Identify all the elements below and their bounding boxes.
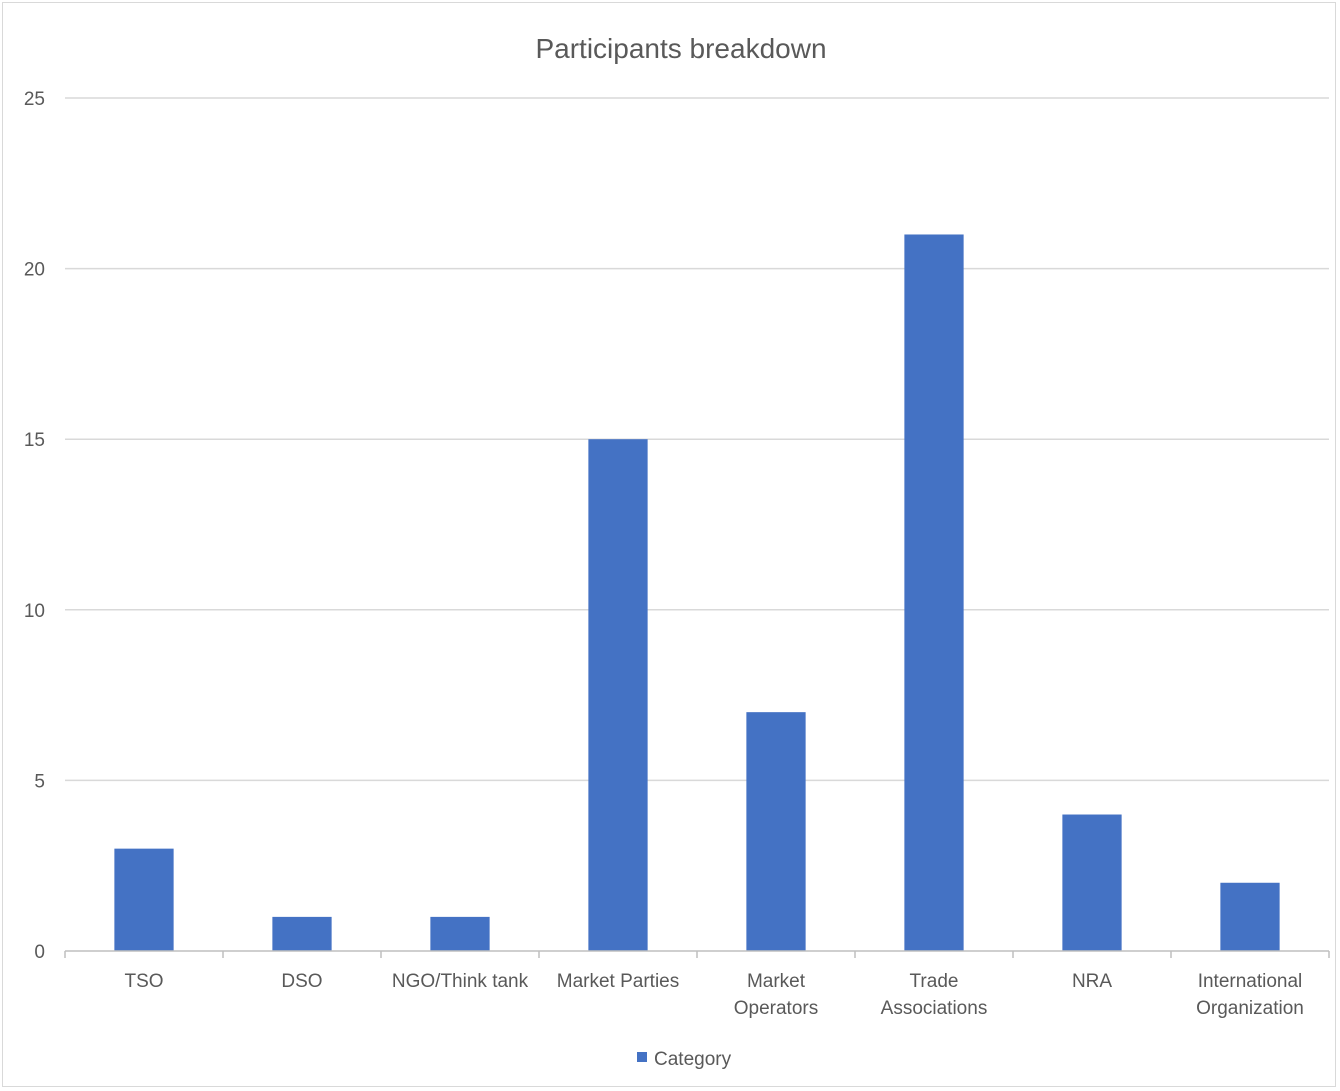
bar	[1062, 814, 1122, 951]
category-label: DSO	[281, 971, 322, 992]
category-label-line: Trade	[910, 971, 959, 992]
category-label-line: Market Parties	[557, 971, 679, 992]
category-label-line: Organization	[1196, 998, 1304, 1019]
legend: Category	[637, 1049, 732, 1070]
category-labels: TSO DSO NGO/Think tank Market Parties Market…	[124, 971, 1303, 1019]
y-tick-label: 0	[34, 942, 45, 963]
y-tick-label: 10	[24, 601, 45, 622]
legend-swatch	[637, 1052, 647, 1062]
category-label: Market Operators	[734, 971, 818, 1019]
category-label-line: NGO/Think tank	[392, 971, 529, 992]
chart-title: Participants breakdown	[535, 33, 826, 64]
legend-label: Category	[654, 1049, 732, 1070]
category-label-line: Operators	[734, 998, 818, 1019]
gridlines	[65, 97, 1329, 782]
category-label: Trade Associations	[881, 971, 988, 1019]
y-axis-ticks: 0 5 10 15 20 25	[24, 89, 45, 963]
bar	[904, 234, 964, 952]
bar	[588, 439, 648, 951]
category-label-line: International	[1198, 971, 1303, 992]
y-tick-label: 15	[24, 430, 45, 451]
category-label: NGO/Think tank	[392, 971, 529, 992]
category-label-line: TSO	[124, 971, 163, 992]
bar	[114, 848, 174, 951]
bars	[114, 234, 1280, 952]
category-label-line: NRA	[1072, 971, 1112, 992]
y-tick-label: 5	[34, 771, 45, 792]
bar	[1220, 882, 1280, 951]
category-label: Market Parties	[557, 971, 679, 992]
bar	[746, 712, 806, 951]
category-label: NRA	[1072, 971, 1112, 992]
category-label: TSO	[124, 971, 163, 992]
y-tick-label: 20	[24, 260, 45, 281]
category-label: International Organization	[1196, 971, 1304, 1019]
x-axis	[64, 950, 1330, 958]
bar-chart: Participants breakdown 0 5 10 15 20 25 TSO DSO…	[24, 33, 1330, 1070]
category-label-line: DSO	[281, 971, 322, 992]
y-tick-label: 25	[24, 89, 45, 110]
category-label-line: Market	[747, 971, 806, 992]
bar	[430, 916, 490, 951]
bar	[272, 916, 332, 951]
category-label-line: Associations	[881, 998, 988, 1019]
